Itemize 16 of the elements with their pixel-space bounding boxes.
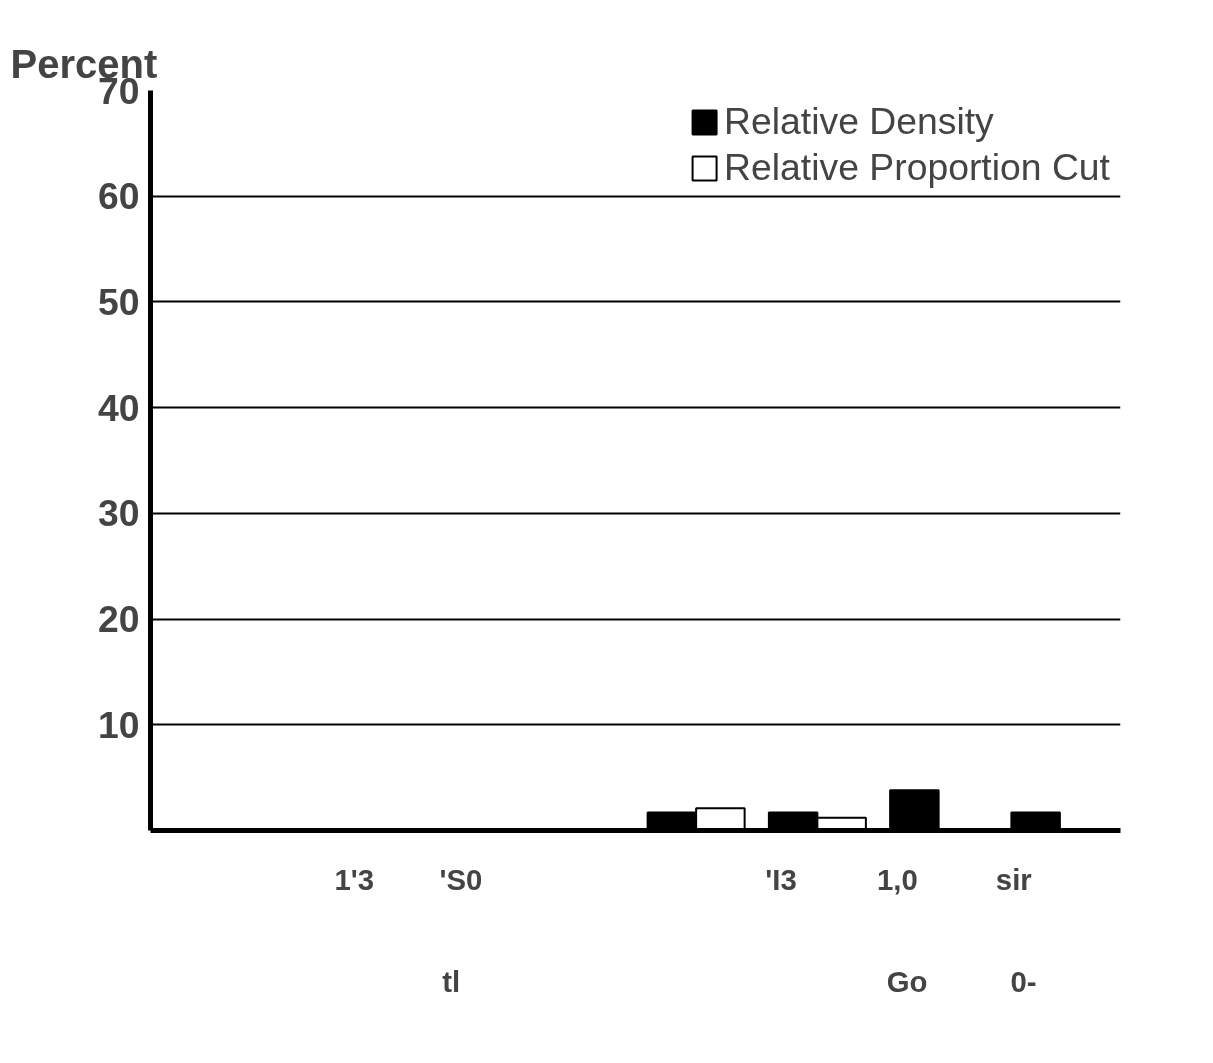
text: 'S0 (439, 862, 483, 896)
text: tl (442, 964, 461, 998)
text: sir (995, 862, 1032, 896)
text: 0- (1010, 964, 1037, 998)
legend-label: Relative Proportion Cut (724, 146, 1110, 189)
y-tick-label: 50 (97, 280, 140, 323)
text: 1'3 (334, 862, 375, 896)
y-tick-label: 30 (97, 492, 140, 535)
y-tick-label: 60 (97, 175, 140, 218)
legend-label: Relative Density (724, 100, 994, 143)
text: 'I3 (765, 862, 797, 896)
y-tick-label: 20 (97, 598, 140, 641)
text: Go (886, 964, 928, 998)
text: 1,0 (877, 862, 918, 896)
y-tick-label: 40 (97, 386, 140, 429)
y-tick-label: 10 (97, 703, 140, 746)
